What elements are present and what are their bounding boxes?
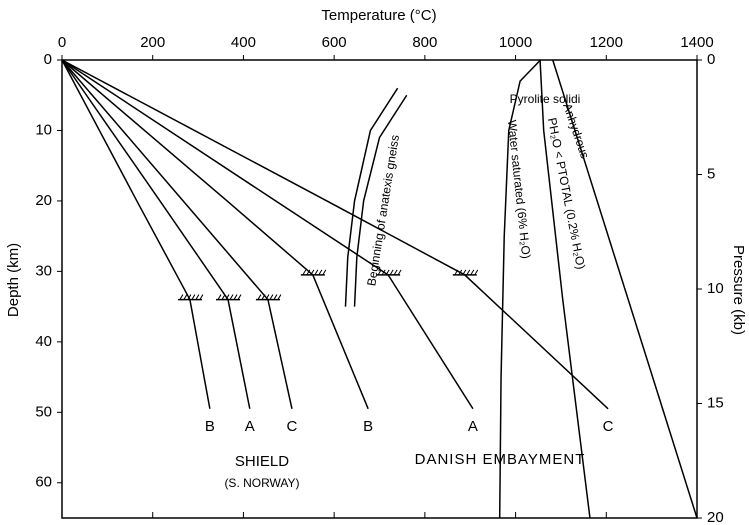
geotherm-line <box>552 59 698 519</box>
moho-hatch <box>269 294 274 300</box>
moho-hatch <box>318 269 323 276</box>
x-tick-label: 400 <box>231 34 256 51</box>
moho-hatch <box>229 294 234 300</box>
moho-hatch <box>191 294 196 300</box>
y2-tick-label: 20 <box>707 509 724 525</box>
moho-hatch <box>474 269 479 276</box>
y-tick-label: 10 <box>35 121 52 138</box>
x-tick-label: 600 <box>322 34 347 51</box>
moho-hatch <box>310 269 315 276</box>
geotherm-label: A <box>468 418 478 435</box>
x-tick-label: 1200 <box>590 34 623 51</box>
moho-hatch <box>302 269 307 276</box>
geotherm-line <box>61 59 293 409</box>
annotation: SHIELD <box>235 453 289 470</box>
geotherm-label: B <box>363 418 373 435</box>
y-tick-label: 40 <box>35 333 52 350</box>
moho-hatch <box>221 294 226 300</box>
moho-hatch <box>217 294 222 300</box>
y-tick-label: 60 <box>35 474 52 491</box>
moho-hatch <box>179 294 184 300</box>
moho-hatch <box>233 294 238 300</box>
moho-hatch <box>225 294 230 300</box>
chart-title: Temperature (°C) <box>321 7 436 24</box>
moho-hatch <box>322 269 327 276</box>
y2-tick-label: 0 <box>707 51 715 68</box>
annotation: (S. NORWAY) <box>224 476 299 490</box>
curve-label: Water saturated (6% H₂O) <box>505 119 534 259</box>
geotherm-line <box>61 59 474 410</box>
y-tick-label: 20 <box>35 192 52 209</box>
geotherm-line <box>498 59 542 519</box>
moho-hatch <box>454 269 459 276</box>
geotherm-line <box>61 59 211 409</box>
geotherm-line <box>61 59 369 410</box>
annotation: DANISH EMBAYMENT <box>415 451 586 468</box>
moho-hatch <box>462 269 467 276</box>
moho-hatch <box>470 269 475 276</box>
y-tick-label: 50 <box>35 403 52 420</box>
moho-hatch <box>195 294 200 300</box>
geotherm-line <box>61 59 609 410</box>
x-tick-label: 0 <box>58 34 66 51</box>
geotherm-line <box>353 94 408 307</box>
y-axis-label: Depth (km) <box>5 243 22 317</box>
moho-hatch <box>466 269 471 276</box>
y2-tick-label: 15 <box>707 394 724 411</box>
moho-hatch <box>183 294 188 300</box>
moho-hatch <box>458 269 463 276</box>
geotherm-line <box>344 87 399 307</box>
y2-tick-label: 5 <box>707 165 715 182</box>
x-tick-label: 1400 <box>680 34 713 51</box>
moho-hatch <box>306 269 311 276</box>
geotherm-label: A <box>245 418 255 435</box>
moho-hatch <box>377 269 382 276</box>
moho-hatch <box>273 294 278 300</box>
moho-hatch <box>265 294 270 300</box>
annotation: Pyrolite solidi <box>510 92 581 106</box>
moho-hatch <box>397 269 402 276</box>
plot-frame <box>61 59 698 519</box>
y-tick-label: 0 <box>44 51 52 68</box>
y2-axis-label: Pressure (kb) <box>730 245 747 335</box>
y2-tick-label: 10 <box>707 280 724 297</box>
x-tick-label: 800 <box>412 34 437 51</box>
moho-hatch <box>314 269 319 276</box>
y-tick-label: 30 <box>35 262 52 279</box>
moho-hatch <box>381 269 386 276</box>
moho-hatch <box>277 294 282 300</box>
curve-label: Beginning of anatexis gneiss <box>364 134 402 287</box>
moho-hatch <box>389 269 394 276</box>
geotherm-line <box>539 59 591 519</box>
x-tick-label: 1000 <box>499 34 532 51</box>
geotherm-label: C <box>287 418 298 435</box>
moho-hatch <box>187 294 192 300</box>
moho-hatch <box>385 269 390 276</box>
moho-hatch <box>261 294 266 300</box>
geotherm-label: C <box>603 418 614 435</box>
geotherm-line <box>61 59 251 409</box>
geotherm-label: B <box>205 418 215 435</box>
moho-hatch <box>237 294 242 300</box>
moho-hatch <box>257 294 262 300</box>
moho-hatch <box>199 294 204 300</box>
moho-hatch <box>393 269 398 276</box>
x-tick-label: 200 <box>140 34 165 51</box>
